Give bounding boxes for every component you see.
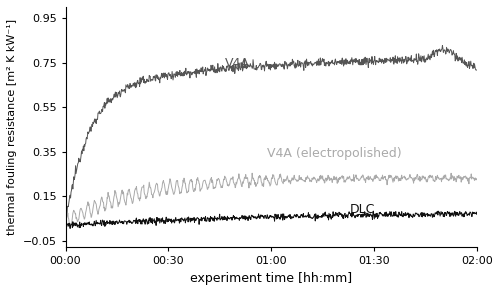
Text: V4A: V4A bbox=[224, 57, 250, 70]
X-axis label: experiment time [hh:mm]: experiment time [hh:mm] bbox=[190, 272, 352, 285]
Y-axis label: thermal fouling resistance [m² K kW⁻¹]: thermal fouling resistance [m² K kW⁻¹] bbox=[7, 19, 17, 235]
Text: DLC: DLC bbox=[350, 203, 376, 216]
Text: V4A (electropolished): V4A (electropolished) bbox=[267, 147, 402, 160]
